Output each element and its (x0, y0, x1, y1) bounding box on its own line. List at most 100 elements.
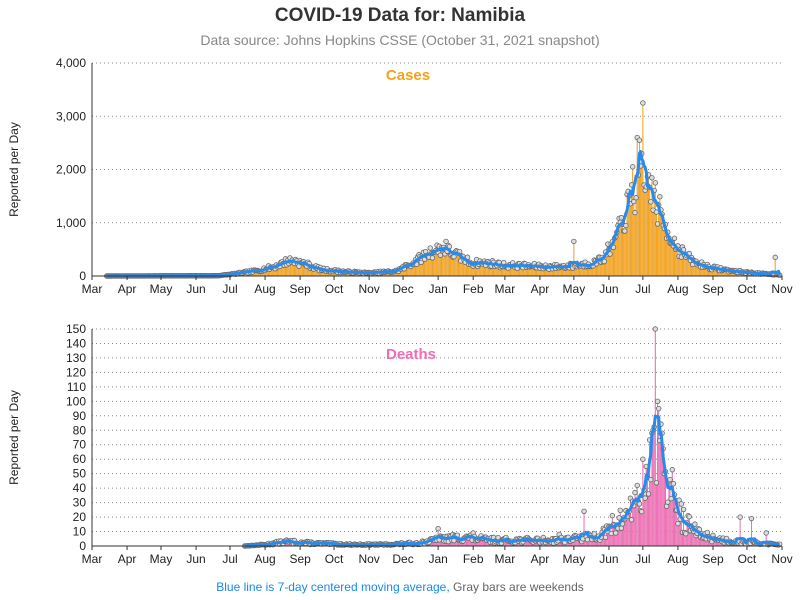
chart-subtitle: Data source: Johns Hopkins CSSE (October… (200, 32, 600, 48)
chart-title: COVID-19 Data for: Namibia (274, 5, 526, 26)
x-tick-label: Nov (771, 552, 792, 566)
x-tick-label: Mar (82, 552, 103, 566)
daily-marker (427, 245, 433, 251)
x-tick-label: Oct (325, 552, 344, 566)
daily-marker (683, 530, 689, 537)
x-tick-label: Apr (531, 282, 550, 296)
daily-marker (584, 536, 591, 543)
panel-title: Deaths (386, 346, 436, 363)
daily-marker (667, 476, 673, 483)
x-tick-label: Aug (254, 552, 275, 566)
daily-marker (670, 481, 677, 487)
daily-marker (652, 180, 659, 186)
y-tick-label: 80 (73, 423, 87, 437)
x-tick-label: Sep (289, 552, 311, 566)
y-tick-label: 140 (66, 336, 86, 350)
daily-marker (686, 514, 692, 520)
daily-marker (671, 235, 678, 241)
footnote-weekends: Gray bars are weekends (453, 580, 584, 594)
y-axis-label: Reported per Day (7, 122, 21, 217)
y-tick-label: 100 (66, 394, 86, 408)
x-tick-label: Dec (392, 282, 413, 296)
daily-marker (631, 198, 637, 205)
daily-marker (704, 529, 711, 536)
x-tick-label: May (150, 552, 173, 566)
x-tick-label: Apr (118, 282, 137, 296)
daily-marker (675, 520, 681, 527)
x-tick-label: Jul (222, 552, 237, 566)
daily-marker (443, 238, 449, 245)
x-tick-label: Aug (667, 552, 688, 566)
daily-marker (640, 456, 646, 462)
daily-marker (601, 258, 608, 265)
y-tick-label: 1,000 (56, 216, 86, 230)
y-tick-label: 70 (73, 438, 87, 452)
daily-marker (623, 222, 629, 229)
daily-marker (665, 499, 671, 505)
daily-marker (654, 398, 661, 405)
cases-panel: 0 1,000 2,000 3,000 4,000 Reported per Day Cas… (7, 56, 793, 296)
daily-marker (737, 514, 743, 520)
x-tick-label: Aug (254, 282, 275, 296)
x-tick-label: Oct (738, 552, 757, 566)
daily-marker (678, 501, 685, 507)
y-tick-label: 110 (67, 380, 86, 394)
x-tick-label: May (563, 552, 586, 566)
daily-marker (657, 193, 663, 200)
x-tick-label: Oct (325, 282, 344, 296)
x-tick-label: Feb (463, 282, 484, 296)
x-tick-label: May (150, 282, 173, 296)
daily-marker (642, 495, 648, 501)
daily-marker (581, 508, 587, 514)
x-tick-label: Jun (599, 552, 618, 566)
x-tick-label: Jun (599, 282, 618, 296)
y-tick-label: 150 (66, 322, 86, 336)
panel-title: Cases (386, 67, 430, 84)
daily-marker (629, 164, 636, 170)
y-axis-label: Reported per Day (7, 390, 21, 485)
daily-marker (636, 137, 643, 143)
x-tick-label: Dec (392, 552, 413, 566)
x-tick-label: Nov (358, 552, 379, 566)
daily-marker (633, 195, 639, 201)
bar-series (245, 329, 781, 546)
daily-marker (632, 489, 638, 496)
x-tick-label: Feb (463, 552, 484, 566)
x-tick-label: Sep (702, 282, 724, 296)
y-tick-label: 50 (73, 467, 87, 481)
x-tick-label: Nov (771, 282, 792, 296)
y-tick-label: 120 (66, 365, 86, 379)
y-tick-label: 30 (73, 496, 87, 510)
daily-marker (613, 530, 619, 536)
y-tick-label: 20 (73, 510, 87, 524)
y-tick-label: 4,000 (56, 56, 86, 70)
daily-marker (680, 506, 687, 513)
y-tick-label: 90 (73, 409, 87, 423)
x-tick-label: Oct (738, 282, 757, 296)
daily-marker (649, 175, 655, 181)
x-tick-label: Jan (428, 552, 447, 566)
daily-marker (609, 512, 616, 519)
daily-marker (640, 100, 646, 106)
daily-marker (602, 534, 609, 541)
y-tick-label: 130 (66, 351, 86, 365)
x-tick-label: Nov (358, 282, 379, 296)
daily-marker (648, 476, 654, 483)
x-tick-label: Sep (289, 282, 311, 296)
daily-marker (639, 508, 645, 515)
x-tick-label: May (563, 282, 586, 296)
daily-marker (429, 255, 436, 261)
y-tick-label: 0 (79, 269, 86, 283)
x-tick-label: Jul (222, 282, 237, 296)
daily-marker (495, 534, 501, 541)
daily-marker (653, 480, 660, 486)
daily-marker (618, 525, 625, 531)
daily-marker (437, 252, 444, 258)
x-tick-label: Sep (702, 552, 724, 566)
moving-average-line (244, 414, 781, 548)
footnote-moving-average: Blue line is 7-day centered moving avera… (216, 580, 450, 594)
daily-marker (632, 209, 638, 216)
footnote: Blue line is 7-day centered moving avera… (0, 580, 800, 594)
